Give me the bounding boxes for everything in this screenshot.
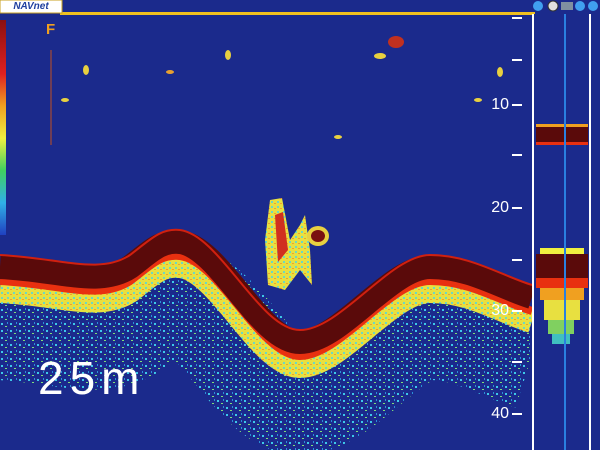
icon[interactable]	[547, 0, 559, 12]
icon[interactable]	[588, 1, 598, 11]
top-bar	[0, 0, 600, 14]
depth-label: 40	[491, 405, 509, 422]
depth-label: 30	[491, 302, 509, 319]
icon[interactable]	[561, 2, 573, 10]
depth-scale: 10 20 30 40	[491, 17, 522, 422]
depth-label: 20	[491, 199, 509, 216]
bottom-echo	[0, 228, 550, 450]
color-scale	[0, 20, 6, 235]
mode-label: F	[46, 21, 55, 38]
a-scope-panel	[532, 14, 600, 450]
top-strip	[60, 12, 535, 15]
fish-echoes	[61, 36, 503, 290]
logo-box	[0, 0, 63, 14]
logo: NAVnet	[13, 1, 49, 12]
icon[interactable]	[533, 1, 543, 11]
depth-readout: 25m	[38, 352, 145, 404]
icon[interactable]	[575, 1, 585, 11]
depth-label: 10	[491, 96, 509, 113]
status-icons	[533, 0, 598, 12]
